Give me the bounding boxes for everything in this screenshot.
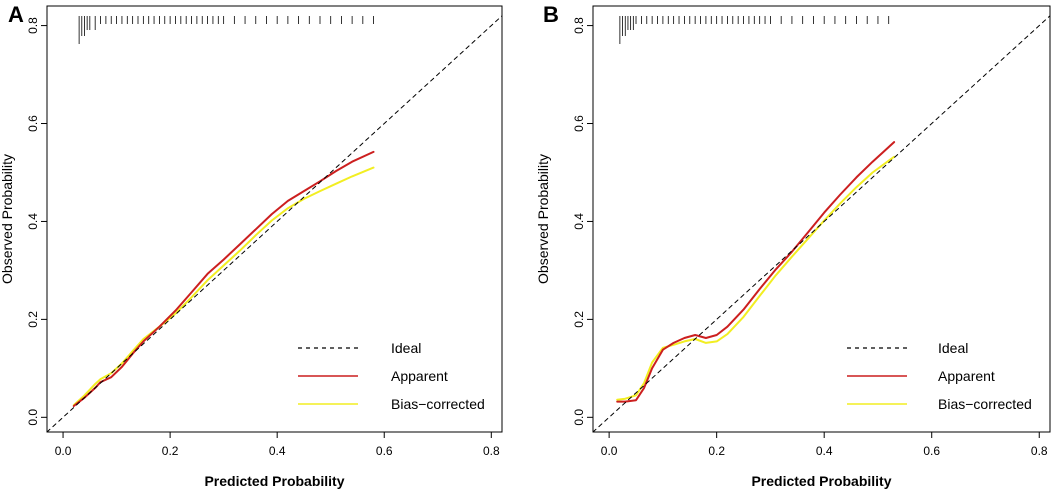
- y-tick-label: 0.8: [26, 17, 40, 34]
- x-axis-title: Predicted Probability: [751, 473, 891, 489]
- y-tick-label: 0.0: [26, 409, 40, 426]
- ideal-line: [593, 15, 1050, 432]
- y-tick-label: 0.2: [572, 311, 586, 328]
- x-tick-label: 0.2: [708, 444, 725, 458]
- legend-label: Ideal: [938, 340, 968, 356]
- rug-plot: [619, 16, 890, 44]
- y-tick-label: 0.8: [572, 17, 586, 34]
- x-tick-label: 0.6: [923, 444, 940, 458]
- bias-corrected-curve: [616, 155, 896, 401]
- y-tick-label: 0.0: [572, 409, 586, 426]
- legend: Ideal Apparent Bias−corrected: [847, 340, 1032, 412]
- panel-label: B: [543, 2, 559, 27]
- x-tick-label: 0.6: [376, 444, 393, 458]
- x-tick-label: 0.0: [55, 444, 72, 458]
- y-tick-label: 0.4: [572, 213, 586, 230]
- rug-plot: [78, 16, 374, 44]
- x-tick-label: 0.0: [601, 444, 618, 458]
- panel-label: A: [8, 2, 24, 27]
- series-group: [47, 15, 502, 432]
- apparent-curve: [72, 150, 375, 407]
- x-tick-label: 0.8: [483, 444, 500, 458]
- y-tick-label: 0.2: [26, 311, 40, 328]
- ideal-line: [47, 15, 502, 432]
- x-tick-label: 0.4: [816, 444, 833, 458]
- y-axis-title: Observed Probability: [0, 154, 15, 284]
- y-tick-label: 0.4: [26, 213, 40, 230]
- panel-b: B 0.0 0.2 0.4 0.6 0.8 0.0 0.2 0.4 0.6 0.8 Predicted…: [535, 2, 1051, 489]
- plot-frame: [46, 5, 503, 433]
- legend-label: Bias−corrected: [391, 396, 485, 412]
- x-tick-label: 0.8: [1031, 444, 1048, 458]
- bias-corrected-curve: [72, 166, 375, 407]
- y-tick-label: 0.6: [26, 115, 40, 132]
- x-tick-label: 0.2: [162, 444, 179, 458]
- legend-label: Bias−corrected: [938, 396, 1032, 412]
- apparent-curve: [616, 141, 896, 403]
- plot-frame: [592, 5, 1051, 433]
- legend-label: Apparent: [938, 368, 995, 384]
- legend-label: Ideal: [391, 340, 421, 356]
- x-tick-label: 0.4: [269, 444, 286, 458]
- y-tick-label: 0.6: [572, 115, 586, 132]
- panel-a: A 0.0 0.2 0.4 0.6 0.8 0.0 0.2 0.4 0.6 0.8 Predicted…: [0, 2, 503, 489]
- legend-label: Apparent: [391, 368, 448, 384]
- x-axis-title: Predicted Probability: [204, 473, 344, 489]
- legend: Ideal Apparent Bias−corrected: [298, 340, 485, 412]
- y-axis-title: Observed Probability: [535, 154, 551, 284]
- series-group: [593, 15, 1050, 432]
